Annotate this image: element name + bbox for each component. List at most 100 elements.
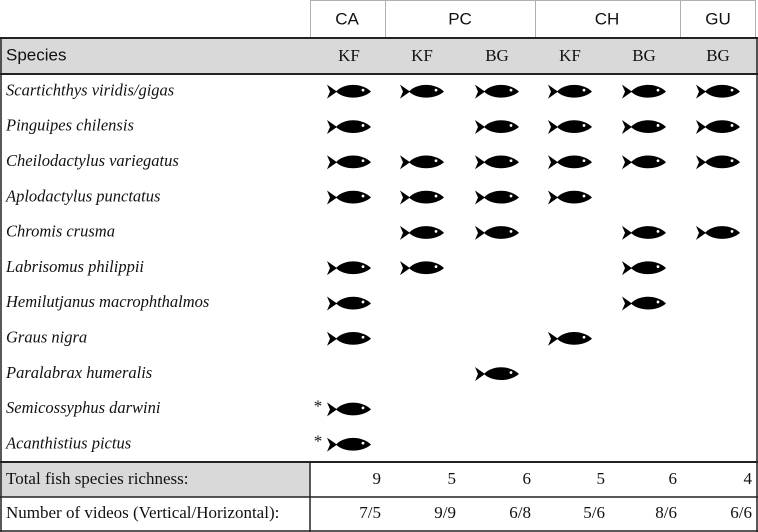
total-value: 5 <box>597 469 606 488</box>
fish-tail <box>327 84 337 99</box>
fish-icon <box>548 119 592 134</box>
site-label: GU <box>705 9 731 28</box>
fish-eye <box>509 88 513 92</box>
fish-tail <box>696 84 706 99</box>
fish-tail <box>475 84 485 99</box>
fish-eye <box>361 124 365 127</box>
fish-tail <box>400 261 410 276</box>
fish-eye <box>582 88 586 92</box>
fish-body <box>557 155 592 169</box>
fish-tail <box>475 367 485 382</box>
fish-tail <box>400 190 410 205</box>
video-count: 6/6 <box>730 503 752 522</box>
total-value: 9 <box>373 469 382 488</box>
fish-tail <box>696 119 706 134</box>
fish-eye <box>730 124 734 127</box>
fish-eye <box>656 265 660 269</box>
fish-body <box>631 261 666 275</box>
fish-eye <box>656 229 660 233</box>
fish-icon <box>475 367 519 382</box>
site-label: PC <box>448 9 472 28</box>
video-count: 8/6 <box>655 503 677 522</box>
fish-icon <box>622 84 666 99</box>
fish-body <box>484 190 519 204</box>
video-count: 6/8 <box>509 503 531 522</box>
fish-icon <box>696 119 740 134</box>
note-mark: * <box>314 396 323 415</box>
fish-eye <box>656 300 660 304</box>
fish-body <box>631 155 666 169</box>
fish-tail <box>327 261 337 276</box>
fish-icon <box>622 261 666 276</box>
fish-tail <box>696 225 706 240</box>
fish-icon <box>622 155 666 170</box>
fish-icon <box>548 190 592 205</box>
total-value: 6 <box>523 469 532 488</box>
fish-icon <box>400 84 444 99</box>
fish-icon <box>622 296 666 311</box>
fish-icon <box>327 190 371 205</box>
videos-label: Number of videos (Vertical/Horizontal): <box>6 503 279 522</box>
fish-icon <box>327 296 371 311</box>
fish-eye <box>434 265 438 269</box>
fish-body <box>409 261 444 275</box>
fish-eye <box>361 194 365 198</box>
fish-tail <box>548 190 558 205</box>
fish-eye <box>582 335 586 339</box>
fish-body <box>557 120 592 133</box>
fish-eye <box>509 159 513 163</box>
fish-eye <box>656 124 660 127</box>
fish-icon <box>327 437 371 452</box>
fish-eye <box>361 265 365 269</box>
note-mark: * <box>314 432 323 451</box>
fish-eye <box>509 371 513 374</box>
fish-body <box>557 84 592 98</box>
fish-body <box>409 226 444 239</box>
fish-body <box>705 226 740 239</box>
fish-icon <box>475 225 519 240</box>
habitat-label: KF <box>338 46 360 65</box>
fish-body <box>484 84 519 98</box>
species-name: Hemilutjanus macrophthalmos <box>5 292 209 311</box>
fish-body <box>484 120 519 133</box>
fish-body <box>557 190 592 204</box>
fish-eye <box>656 159 660 163</box>
fish-icon <box>548 84 592 99</box>
totals-label: Total fish species richness: <box>6 469 188 488</box>
fish-tail <box>622 296 632 311</box>
fish-eye <box>582 124 586 127</box>
fish-tail <box>327 119 337 134</box>
species-name: Semicossyphus darwini <box>6 398 161 417</box>
fish-tail <box>327 402 337 417</box>
fish-icon <box>622 119 666 134</box>
fish-tail <box>622 119 632 134</box>
fish-tail <box>548 155 558 170</box>
header-band <box>0 38 758 74</box>
fish-eye <box>582 194 586 198</box>
total-value: 4 <box>744 469 753 488</box>
fish-eye <box>361 406 365 410</box>
fish-body <box>336 296 371 310</box>
fish-body <box>705 120 740 133</box>
fish-icon <box>696 225 740 240</box>
fish-eye <box>434 88 438 92</box>
species-name: Graus nigra <box>6 328 87 347</box>
fish-body <box>336 84 371 98</box>
fish-tail <box>622 84 632 99</box>
fish-body <box>631 296 666 310</box>
fish-icon <box>327 261 371 276</box>
fish-eye <box>730 159 734 163</box>
fish-icon <box>327 155 371 170</box>
fish-tail <box>327 296 337 311</box>
species-name: Scartichthys viridis/gigas <box>6 80 174 99</box>
fish-body <box>336 402 371 416</box>
fish-icon <box>400 155 444 170</box>
species-name: Cheilodactylus variegatus <box>6 151 179 170</box>
fish-eye <box>361 335 365 339</box>
habitat-label: KF <box>411 46 433 65</box>
fish-tail <box>327 155 337 170</box>
video-count: 9/9 <box>434 503 456 522</box>
species-name: Labrisomus philippii <box>5 257 144 276</box>
species-header: Species <box>6 45 66 64</box>
